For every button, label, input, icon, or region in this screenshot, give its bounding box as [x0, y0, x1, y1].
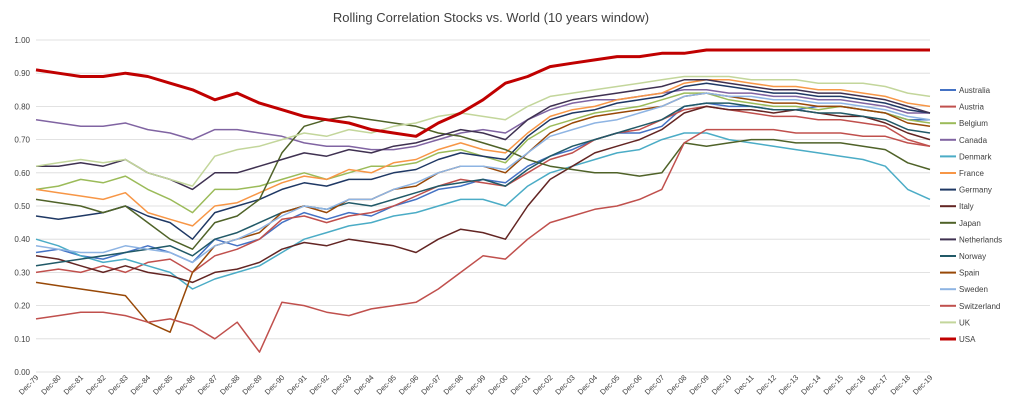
legend-label: France	[959, 169, 984, 178]
x-tick-label: Dec-15	[822, 373, 845, 396]
legend-label: Spain	[959, 269, 979, 278]
chart-title: Rolling Correlation Stocks vs. World (10…	[333, 10, 649, 25]
x-tick-label: Dec-05	[598, 373, 621, 396]
legend-label: Italy	[959, 202, 974, 211]
x-tick-label: Dec-84	[129, 373, 152, 396]
x-tick-label: Dec-87	[196, 373, 219, 396]
x-tick-label: Dec-92	[307, 373, 330, 396]
x-tick-label: Dec-97	[419, 373, 442, 396]
legend-label: Austria	[959, 103, 984, 112]
y-tick-label: 0.20	[14, 302, 30, 311]
x-tick-label: Dec-98	[442, 373, 465, 396]
y-tick-label: 0.00	[14, 368, 30, 377]
y-tick-label: 0.90	[14, 69, 30, 78]
legend-label: USA	[959, 335, 976, 344]
series-line-denmark	[35, 132, 931, 290]
y-tick-label: 0.60	[14, 169, 30, 178]
legend-label: UK	[959, 318, 971, 327]
x-tick-label: Dec-94	[352, 373, 375, 396]
y-tick-label: 0.10	[14, 335, 30, 344]
legend-label: Canada	[959, 136, 988, 145]
legend-label: Japan	[959, 219, 981, 228]
y-axis-ticks: 0.00 0.10 0.20 0.30 0.40 0.50 0.60 0.70 0.80 0.90…	[14, 36, 30, 377]
x-tick-label: Dec-19	[911, 373, 934, 396]
x-tick-label: Dec-17	[866, 373, 889, 396]
x-tick-label: Dec-91	[285, 373, 308, 396]
x-tick-label: Dec-13	[777, 373, 800, 396]
x-tick-label: Dec-80	[39, 373, 62, 396]
series-line-italy	[35, 105, 931, 284]
x-tick-label: Dec-96	[397, 373, 420, 396]
x-tick-label: Dec-10	[710, 373, 733, 396]
x-tick-label: Dec-04	[576, 373, 599, 396]
x-tick-label: Dec-16	[844, 373, 867, 396]
x-tick-label: Dec-01	[509, 373, 532, 396]
x-tick-label: Dec-09	[687, 373, 710, 396]
series-line-norway	[35, 102, 931, 267]
x-tick-label: Dec-88	[218, 373, 241, 396]
x-tick-label: Dec-11	[733, 373, 756, 396]
x-axis-ticks: Dec-79Dec-80Dec-81Dec-82Dec-83Dec-84Dec-…	[17, 373, 934, 396]
series-line-usa	[35, 48, 930, 138]
legend-label: Switzerland	[959, 302, 1000, 311]
x-tick-label: Dec-82	[84, 373, 107, 396]
legend-label: Germany	[959, 186, 992, 195]
x-tick-label: Dec-93	[330, 373, 353, 396]
x-tick-label: Dec-02	[531, 373, 554, 396]
series-line-sweden	[35, 92, 931, 264]
x-tick-label: Dec-81	[62, 373, 85, 396]
x-tick-label: Dec-06	[620, 373, 643, 396]
series-line-uk	[35, 75, 931, 187]
series-line-canada	[35, 89, 930, 151]
legend-label: Sweden	[959, 285, 988, 294]
x-tick-label: Dec-99	[464, 373, 487, 396]
series-line-austria	[35, 105, 931, 274]
series-line-switzerland	[35, 128, 931, 353]
legend-label: Australia	[959, 86, 991, 95]
series-line-belgium	[35, 92, 931, 214]
y-tick-label: 1.00	[14, 36, 30, 45]
y-tick-label: 0.70	[14, 136, 30, 145]
x-tick-label: Dec-83	[106, 373, 129, 396]
series-line-netherlands	[36, 79, 931, 191]
legend-label: Norway	[959, 252, 986, 261]
x-tick-label: Dec-14	[799, 373, 822, 396]
x-tick-label: Dec-86	[173, 373, 196, 396]
series-lines	[35, 48, 931, 353]
x-tick-label: Dec-85	[151, 373, 174, 396]
x-tick-label: Dec-08	[665, 373, 688, 396]
series-line-japan	[35, 115, 931, 250]
legend-label: Denmark	[959, 152, 992, 161]
y-tick-label: 0.40	[14, 235, 30, 244]
x-tick-label: Dec-18	[889, 373, 912, 396]
x-tick-label: Dec-00	[486, 373, 509, 396]
gridlines	[36, 39, 930, 373]
x-tick-label: Dec-90	[263, 373, 286, 396]
legend-label: Belgium	[959, 119, 988, 128]
y-tick-label: 0.80	[14, 102, 30, 111]
series-line-france	[35, 79, 931, 227]
x-tick-label: Dec-12	[754, 373, 777, 396]
x-tick-label: Dec-03	[553, 373, 576, 396]
legend: Australia Austria Belgium Canada Denmark Fran…	[940, 86, 1002, 344]
y-tick-label: 0.30	[14, 268, 30, 277]
legend-label: Netherlands	[959, 235, 1002, 244]
y-tick-label: 0.50	[14, 202, 30, 211]
x-tick-label: Dec-89	[240, 373, 263, 396]
series-line-germany	[35, 82, 931, 240]
x-tick-label: Dec-07	[643, 373, 666, 396]
x-tick-label: Dec-95	[375, 373, 398, 396]
